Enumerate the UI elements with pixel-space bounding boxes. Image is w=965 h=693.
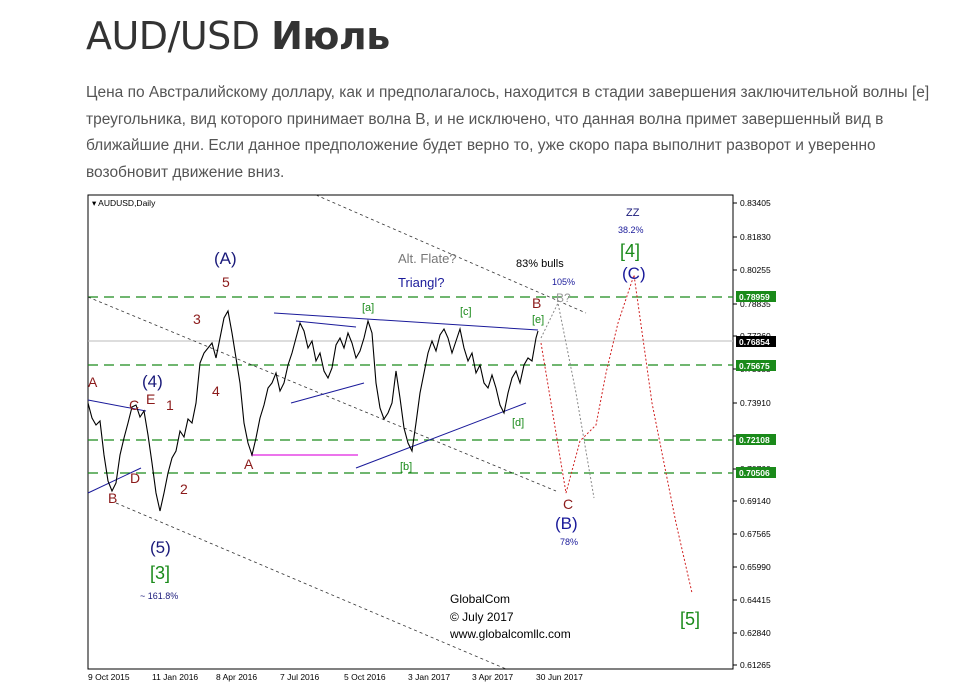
wave-label: [b] [400, 461, 412, 473]
price-box [736, 467, 776, 478]
wave-label: [5] [680, 609, 700, 629]
price-box-label: 0.76854 [739, 337, 770, 347]
price-box [736, 434, 776, 445]
wave-label: [a] [362, 302, 374, 314]
wave-label: 105% [552, 277, 575, 287]
support-resistance-lines [88, 296, 733, 474]
wave-label: 4 [212, 383, 220, 399]
wave-label: B? [556, 291, 571, 305]
x-tick-label: 30 Jun 2017 [536, 672, 583, 682]
symbol-label: ▾ AUDUSD,Daily [92, 198, 156, 208]
title-pair: AUD/USD [86, 14, 260, 58]
x-tick-label: 3 Apr 2017 [472, 672, 513, 682]
title-month: Июль [271, 14, 390, 58]
wave-label: A [88, 374, 98, 390]
x-tick-label: 8 Apr 2016 [216, 672, 257, 682]
y-tick-label: 0.69140 [740, 496, 771, 506]
wave-label: [d] [512, 417, 524, 429]
y-tick-label: 0.65990 [740, 562, 771, 572]
price-box-label: 0.78959 [739, 292, 770, 302]
wave-label: A [244, 456, 254, 472]
price-box-label: 0.75675 [739, 361, 770, 371]
page-title: AUD/USD Июль [86, 14, 390, 58]
wave-label: [e] [532, 314, 544, 326]
forex-chart: 0.83405 0.81830 0.80255 0.78835 0.77260 … [86, 193, 778, 683]
x-tick-label: 11 Jan 2016 [152, 672, 198, 682]
y-tick-label: 0.67565 [740, 529, 771, 539]
y-tick-label: 0.61265 [740, 660, 771, 670]
chart-svg: 0.83405 0.81830 0.80255 0.78835 0.77260 … [87, 194, 776, 682]
y-tick-label: 0.62840 [740, 628, 771, 638]
wave-label: B [108, 490, 117, 506]
chart-credits: GlobalCom © July 2017 www.globalcomllc.c… [449, 592, 571, 641]
wave-label: 3 [193, 311, 201, 327]
wave-label: 83% bulls [516, 258, 564, 270]
wave-label: (A) [214, 249, 237, 268]
wave-label: 5 [222, 274, 230, 290]
wave-label: C [129, 397, 139, 413]
credit-line: © July 2017 [450, 610, 514, 624]
plot-area [87, 194, 734, 670]
y-tick-label: 0.80255 [740, 265, 771, 275]
wave-label: [c] [460, 306, 472, 318]
x-tick-label: 7 Jul 2016 [280, 672, 319, 682]
wave-label: B [532, 295, 541, 311]
price-box [736, 291, 776, 302]
wave-label: (C) [622, 264, 646, 283]
y-tick-label: 0.78835 [740, 299, 771, 309]
credit-line: GlobalCom [450, 592, 510, 606]
wave-label: 1 [166, 397, 174, 413]
y-tick-label: 0.83405 [740, 198, 771, 208]
wave-label: (B) [555, 514, 578, 533]
wave-label: Triangl? [398, 275, 444, 290]
price-series [87, 309, 539, 512]
price-box [736, 336, 776, 347]
wave-label: 78% [560, 537, 578, 547]
wave-label: 38.2% [618, 225, 644, 235]
wave-label: (4) [142, 372, 163, 391]
credit-line: www.globalcomllc.com [449, 627, 571, 641]
y-tick-label: 0.73910 [740, 398, 771, 408]
wave-label: C [563, 496, 573, 512]
x-tick-label: 9 Oct 2015 [88, 672, 130, 682]
price-box-label: 0.70506 [739, 468, 770, 478]
y-tick-label: 0.81830 [740, 232, 771, 242]
wave-label: D [130, 470, 140, 486]
wave-label: ~ 161.8% [140, 591, 178, 601]
wave-label: [3] [150, 563, 170, 583]
article-paragraph: Цена по Австралийскому доллару, как и пр… [86, 84, 930, 181]
wave-label: E [146, 391, 155, 407]
wave-label: ZZ [626, 207, 640, 219]
wave-labels: A B C D E (4) 1 2 3 4 5 (5) [3] ~ 161.8%… [88, 207, 700, 629]
price-box [736, 360, 776, 371]
y-tick-label: 0.64415 [740, 595, 771, 605]
wave-label: Alt. Flate? [398, 251, 457, 266]
x-tick-label: 5 Oct 2016 [344, 672, 386, 682]
x-tick-label: 3 Jan 2017 [408, 672, 450, 682]
wave-label: 2 [180, 481, 188, 497]
wave-label: (5) [150, 538, 171, 557]
wave-label: [4] [620, 241, 640, 261]
triangle-lines [87, 312, 539, 494]
price-box-label: 0.72108 [739, 435, 770, 445]
forecast-paths [540, 274, 693, 594]
